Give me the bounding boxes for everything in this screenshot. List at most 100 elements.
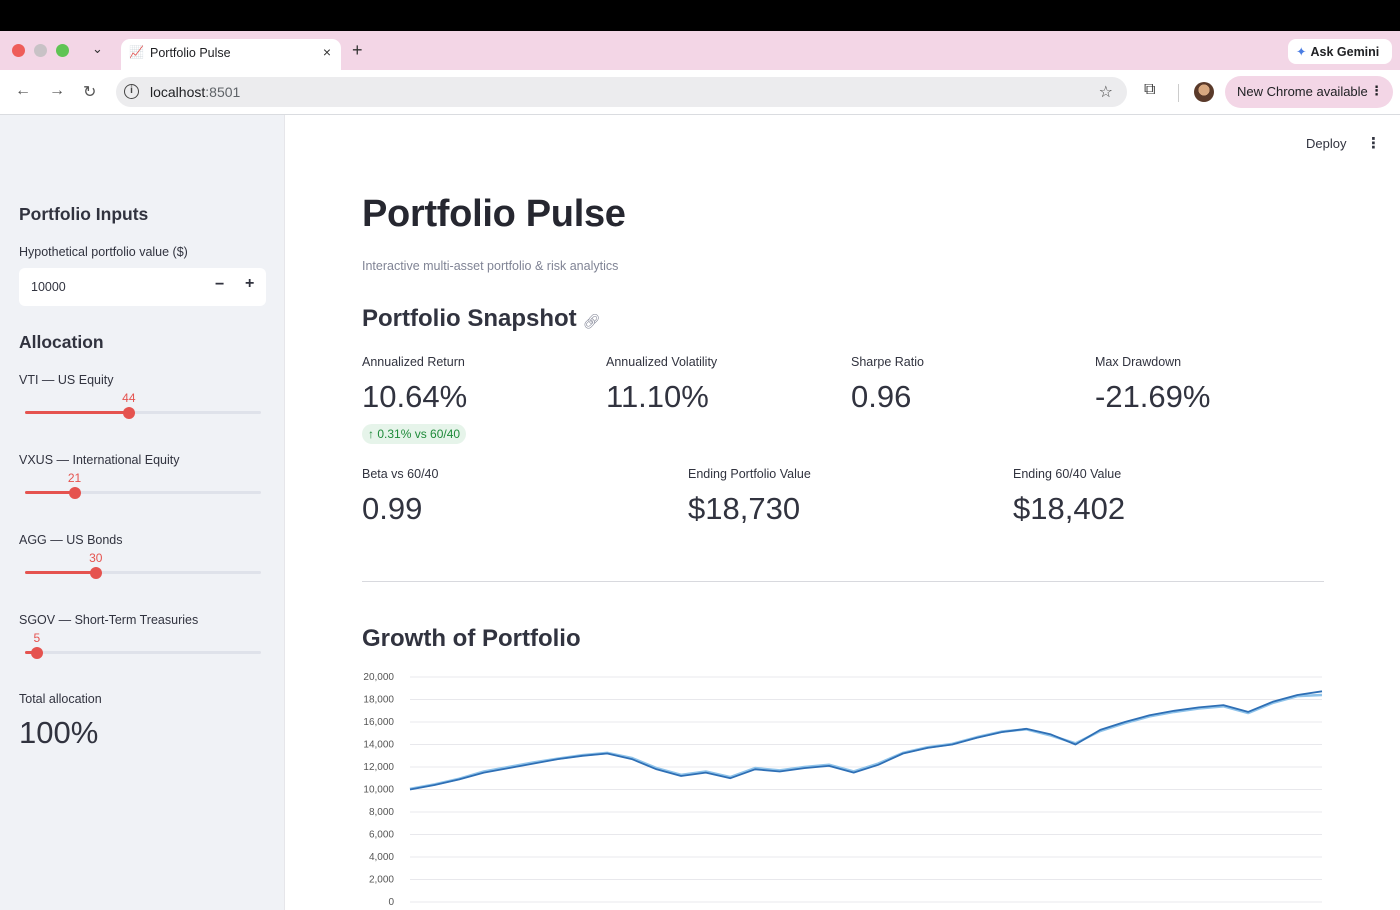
sidebar: Portfolio Inputs Hypothetical portfolio … <box>0 115 285 910</box>
allocation-slider[interactable]: 5 <box>25 631 261 661</box>
allocation-heading: Allocation <box>19 332 104 352</box>
delta-arrow-up-icon: ↑ <box>368 427 374 441</box>
metric-value: 11.10% <box>606 379 709 414</box>
zoom-window-button[interactable] <box>56 44 69 57</box>
page-caption: Interactive multi-asset portfolio & risk… <box>362 259 619 273</box>
profile-avatar[interactable] <box>1194 82 1214 102</box>
snapshot-heading-text: Portfolio Snapshot <box>362 305 577 332</box>
bookmark-star-icon[interactable]: ☆ <box>1098 84 1113 101</box>
chart-favicon-icon: 📈 <box>129 45 144 59</box>
delta-text: 0.31% vs 60/40 <box>377 427 461 441</box>
gemini-sparkle-icon: ✦ <box>1296 45 1307 59</box>
address-toolbar: ← → ↻ i localhost:8501 ☆ ⧉ New Chrome av… <box>0 70 1400 115</box>
new-tab-button[interactable]: + <box>352 40 363 60</box>
site-info-icon[interactable]: i <box>124 84 139 99</box>
tab-search-chevron-icon[interactable]: ⌄ <box>92 41 103 56</box>
tab-strip: ⌄ 📈 Portfolio Pulse × + ✦ Ask Gemini <box>0 31 1400 70</box>
slider-track[interactable] <box>25 411 261 414</box>
growth-heading: Growth of Portfolio <box>362 625 581 652</box>
metric-value: 0.99 <box>362 491 423 526</box>
metric: Annualized Volatility 11.10% <box>606 355 717 415</box>
portfolio-inputs-heading: Portfolio Inputs <box>19 204 149 224</box>
slider-label: VXUS — International Equity <box>19 453 180 467</box>
y-tick-label: 6,000 <box>369 830 394 841</box>
y-tick-label: 0 <box>388 897 394 908</box>
metric-label: Beta vs 60/40 <box>362 467 439 481</box>
allocation-slider[interactable]: 30 <box>25 551 261 581</box>
slider-fill <box>25 571 96 574</box>
y-tick-label: 8,000 <box>369 807 394 818</box>
close-window-button[interactable] <box>12 44 25 57</box>
slider-fill <box>25 491 75 494</box>
new-chrome-available-button[interactable]: New Chrome available ⋮ <box>1225 76 1393 108</box>
reload-icon[interactable]: ↻ <box>83 84 97 101</box>
y-tick-label: 14,000 <box>363 740 394 751</box>
slider-fill <box>25 411 129 414</box>
forward-arrow-icon[interactable]: → <box>49 82 65 99</box>
portfolio-value-input[interactable]: 10000 − + <box>19 268 266 306</box>
slider-thumb[interactable] <box>30 647 43 659</box>
y-tick-label: 2,000 <box>369 875 394 886</box>
minimize-window-button[interactable] <box>34 44 47 57</box>
metric-label: Sharpe Ratio <box>851 355 924 369</box>
decrement-button[interactable]: − <box>215 276 225 293</box>
series-line[interactable] <box>409 690 1323 791</box>
y-tick-label: 16,000 <box>363 717 394 728</box>
url-text[interactable]: localhost:8501 <box>150 84 240 100</box>
ask-gemini-label: Ask Gemini <box>1310 45 1380 59</box>
allocation-slider[interactable]: 44 <box>25 391 261 421</box>
allocation-slider[interactable]: 21 <box>25 471 261 501</box>
metric-label: Ending 60/40 Value <box>1013 467 1122 481</box>
url-port: :8501 <box>205 84 241 100</box>
metric: Sharpe Ratio 0.96 <box>851 355 924 415</box>
total-allocation-value: 100% <box>19 715 99 750</box>
increment-button[interactable]: + <box>245 275 255 292</box>
metric-value: 10.64% <box>362 379 468 414</box>
slider-value: 44 <box>122 391 136 405</box>
metric: Ending Portfolio Value $18,730 <box>688 467 811 527</box>
new-chrome-label: New Chrome available <box>1237 84 1368 99</box>
toolbar-separator <box>1178 84 1179 102</box>
metric: Ending 60/40 Value $18,402 <box>1013 467 1125 527</box>
slider-label: AGG — US Bonds <box>19 533 123 547</box>
url-host: localhost <box>150 84 206 100</box>
growth-chart[interactable]: 0 2,000 4,000 6,000 8,000 10,000 12,000 14,000 1… <box>346 670 1336 910</box>
y-tick-label: 20,000 <box>363 672 394 683</box>
slider-value: 30 <box>89 551 103 565</box>
metric-value: $18,730 <box>688 491 801 526</box>
close-tab-icon[interactable]: × <box>322 44 331 60</box>
metric-value: -21.69% <box>1095 379 1211 414</box>
metric: Max Drawdown -21.69% <box>1095 355 1210 415</box>
portfolio-value-text[interactable]: 10000 <box>31 280 66 294</box>
slider-track[interactable] <box>25 571 261 574</box>
slider-thumb[interactable] <box>89 567 102 579</box>
slider-track[interactable] <box>25 491 261 494</box>
portfolio-value-label: Hypothetical portfolio value ($) <box>19 245 188 259</box>
metric: Beta vs 60/40 0.99 <box>362 467 438 527</box>
ask-gemini-button[interactable]: ✦ Ask Gemini <box>1288 39 1392 64</box>
metric-value: $18,402 <box>1013 491 1126 526</box>
slider-label: SGOV — Short-Term Treasuries <box>19 613 199 627</box>
tab-title: Portfolio Pulse <box>150 46 231 60</box>
tab-portfolio-pulse[interactable]: 📈 Portfolio Pulse × <box>121 39 341 70</box>
slider-thumb[interactable] <box>122 407 135 419</box>
slider-value: 21 <box>67 471 82 485</box>
slider-thumb[interactable] <box>68 487 81 499</box>
section-divider <box>362 581 1324 582</box>
metric-value: 0.96 <box>851 379 912 414</box>
deploy-button[interactable]: Deploy <box>1306 136 1347 151</box>
slider-track[interactable] <box>25 651 261 654</box>
metric-label: Ending Portfolio Value <box>688 467 811 481</box>
slider-label: VTI — US Equity <box>19 373 114 387</box>
return-delta-badge: ↑ 0.31% vs 60/40 <box>362 424 467 444</box>
snapshot-heading: Portfolio Snapshot 🔗︎ <box>362 305 600 333</box>
os-menu-bar <box>0 0 1400 31</box>
back-arrow-icon[interactable]: ← <box>15 82 31 99</box>
total-allocation-label: Total allocation <box>19 692 102 706</box>
omnibox[interactable]: i localhost:8501 ☆ <box>116 77 1127 107</box>
anchor-link-icon[interactable]: 🔗︎ <box>582 313 601 329</box>
main-menu-icon[interactable]: ⋮ <box>1366 135 1381 152</box>
metric: Annualized Return 10.64% <box>362 355 467 415</box>
extensions-puzzle-icon[interactable]: ⧉ <box>1144 81 1156 98</box>
more-vertical-icon: ⋮ <box>1370 83 1383 98</box>
